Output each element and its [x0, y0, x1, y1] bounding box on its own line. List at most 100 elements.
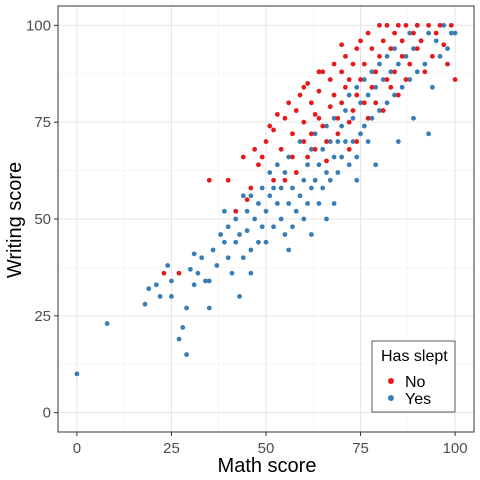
point-no	[377, 53, 382, 59]
point-yes	[373, 84, 379, 90]
point-yes	[267, 170, 273, 175]
point-no	[263, 139, 269, 144]
point-yes	[240, 193, 246, 199]
point-no	[354, 139, 360, 144]
point-no	[225, 177, 231, 183]
point-no	[271, 177, 276, 183]
point-no	[380, 38, 386, 44]
point-yes	[153, 282, 159, 288]
point-yes	[210, 247, 216, 253]
point-yes	[365, 139, 371, 144]
point-yes	[290, 224, 295, 230]
point-yes	[187, 266, 193, 272]
point-yes	[388, 69, 394, 75]
point-no	[377, 22, 382, 28]
point-yes	[407, 77, 413, 82]
point-yes	[233, 216, 239, 222]
legend-marker-no	[388, 378, 394, 384]
point-yes	[308, 185, 314, 191]
point-no	[346, 77, 352, 82]
x-tick-label: 25	[163, 440, 180, 457]
point-yes	[395, 139, 401, 144]
point-yes	[263, 239, 269, 245]
point-yes	[184, 352, 189, 357]
point-no	[411, 30, 416, 36]
point-yes	[206, 305, 212, 311]
point-yes	[426, 30, 432, 36]
point-yes	[165, 263, 171, 268]
point-yes	[324, 123, 329, 129]
point-no	[395, 22, 401, 28]
point-yes	[305, 201, 310, 206]
point-no	[403, 22, 409, 28]
point-no	[346, 119, 352, 125]
point-yes	[350, 139, 356, 144]
y-tick-label: 25	[34, 308, 51, 325]
point-no	[248, 185, 254, 191]
point-no	[350, 108, 356, 113]
point-no	[240, 154, 246, 160]
point-yes	[312, 131, 318, 137]
point-yes	[339, 123, 345, 129]
point-yes	[184, 305, 189, 311]
point-no	[395, 92, 401, 98]
legend: Has slept No Yes	[371, 340, 456, 413]
point-yes	[354, 177, 360, 183]
point-no	[252, 146, 258, 152]
point-yes	[74, 371, 80, 377]
point-no	[316, 88, 322, 94]
x-tick-label: 50	[258, 440, 275, 457]
point-yes	[411, 115, 416, 121]
point-no	[293, 170, 299, 175]
point-no	[369, 46, 375, 51]
point-yes	[343, 139, 348, 144]
point-no	[430, 53, 435, 59]
point-yes	[176, 336, 182, 342]
point-yes	[203, 278, 208, 284]
point-yes	[320, 185, 326, 191]
point-yes	[244, 228, 250, 234]
point-no	[282, 177, 288, 183]
point-no	[403, 77, 409, 82]
point-yes	[392, 46, 397, 51]
point-yes	[358, 131, 363, 137]
point-yes	[308, 146, 314, 152]
point-no	[335, 131, 341, 137]
point-yes	[169, 278, 174, 284]
point-no	[320, 69, 326, 75]
point-yes	[274, 162, 280, 168]
point-no	[324, 158, 329, 164]
point-yes	[214, 263, 220, 268]
point-yes	[297, 139, 303, 144]
point-yes	[433, 38, 439, 44]
y-tick-label: 50	[34, 211, 51, 228]
point-yes	[301, 177, 307, 183]
data-points	[74, 22, 458, 377]
point-no	[399, 53, 405, 59]
legend-marker-yes	[388, 395, 394, 401]
point-yes	[244, 208, 250, 214]
point-yes	[237, 294, 242, 299]
point-yes	[104, 321, 110, 326]
point-no	[350, 61, 356, 67]
point-yes	[256, 201, 261, 206]
point-yes	[358, 100, 363, 106]
point-yes	[195, 270, 201, 276]
legend-label-no: No	[405, 374, 426, 391]
point-no	[206, 177, 212, 183]
point-yes	[286, 201, 292, 206]
point-no	[414, 46, 420, 51]
point-yes	[354, 84, 360, 90]
point-no	[233, 208, 239, 214]
point-yes	[437, 53, 443, 59]
point-no	[327, 104, 333, 110]
point-yes	[331, 201, 337, 206]
point-yes	[407, 30, 413, 36]
point-no	[308, 100, 314, 106]
point-yes	[411, 46, 416, 51]
point-no	[244, 197, 250, 203]
point-yes	[346, 92, 352, 98]
point-yes	[225, 224, 231, 230]
point-no	[320, 123, 326, 129]
point-yes	[282, 170, 288, 175]
